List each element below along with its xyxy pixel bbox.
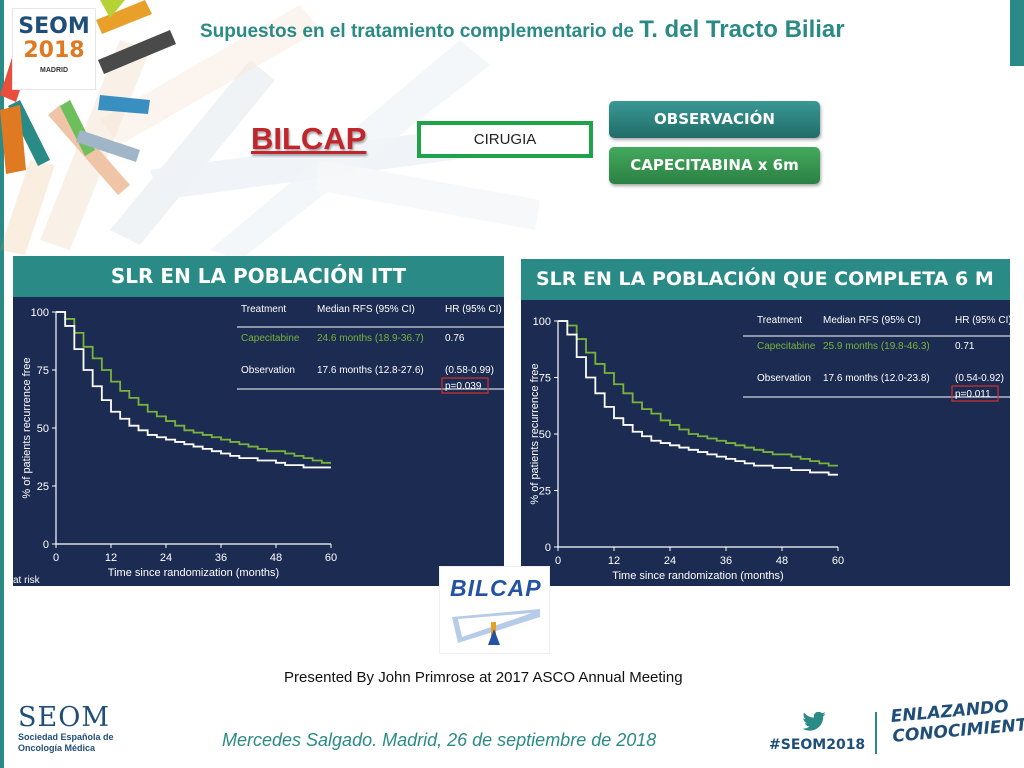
x-tick-label: 24	[664, 555, 676, 567]
km-chart-completed-svg: 0 25 50 75 100 0 12 24 36 48 60 Time since randomiz…	[529, 315, 1010, 582]
table-cell: (0.54-0.92)	[955, 373, 1004, 384]
bilcap-logo-text: BILCAP	[450, 575, 542, 601]
table-header: HR (95% CI)	[955, 315, 1010, 326]
footer-author-date: Mercedes Salgado. Madrid, 26 de septiemb…	[222, 730, 657, 750]
y-tick-label: 100	[31, 307, 49, 319]
seom-footer-name: SEOM	[18, 702, 110, 733]
panel-header-itt: SLR EN LA POBLACIÓN ITT	[13, 256, 504, 297]
x-tick-label: 12	[105, 552, 117, 564]
seom-2018-logo: SEOM 2018 MADRID	[12, 8, 96, 90]
y-tick-label: 25	[539, 486, 551, 498]
footer-divider	[875, 712, 877, 754]
logo-city-text: MADRID	[40, 67, 68, 74]
km-curve-capecitabine	[558, 320, 838, 467]
pvalue-text: p=0.011	[955, 389, 991, 400]
pvalue-highlight-box	[441, 377, 489, 394]
km-chart-itt: 0 25 50 75 100 0 12 24 36 48 60 Time since randomiz…	[13, 297, 504, 586]
table-header: Treatment	[241, 304, 286, 315]
slide-title-emphasis: T. del Tracto Biliar	[639, 16, 845, 43]
table-cell: Capecitabine	[241, 333, 300, 344]
at-risk-label: at risk	[13, 575, 41, 586]
slide-title-main: Supuestos en el tratamiento complementar…	[200, 21, 640, 42]
slogan-text: ENLAZANDO CONOCIMIENTO	[890, 694, 1024, 747]
y-tick-label: 75	[37, 365, 49, 377]
presented-by-note: Presented By John Primrose at 2017 ASCO …	[284, 669, 683, 686]
y-tick-label: 25	[37, 481, 49, 493]
x-tick-label: 48	[776, 555, 788, 567]
table-cell: 17.6 months (12.0-23.8)	[823, 373, 930, 384]
table-header: Median RFS (95% CI)	[823, 315, 921, 326]
km-curve-observation	[56, 311, 331, 469]
table-header: HR (95% CI)	[445, 304, 502, 315]
km-curve-observation	[558, 320, 838, 476]
km-chart-completed: 0 25 50 75 100 0 12 24 36 48 60 Time since randomiz…	[521, 300, 1010, 586]
table-cell: 0.71	[955, 341, 975, 352]
x-tick-label: 36	[215, 552, 227, 564]
pvalue-highlight-box	[951, 385, 999, 402]
table-cell: Observation	[241, 365, 295, 376]
y-axis-label: % of patients recurrence free	[529, 363, 541, 504]
km-chart-itt-svg: 0 25 50 75 100 0 12 24 36 48 60 Time since randomiz…	[13, 304, 504, 586]
pvalue-text: p=0.039	[445, 381, 482, 392]
x-tick-label: 60	[832, 555, 844, 567]
twitter-icon	[803, 712, 826, 731]
hashtag-text: #SEOM2018	[769, 737, 866, 753]
x-axis-label: Time since randomization (months)	[108, 567, 279, 579]
y-axis-label: % of patients recurrence free	[21, 357, 33, 498]
right-accent-tab	[1010, 0, 1024, 66]
x-tick-label: 24	[160, 552, 172, 564]
logo-seom-text: SEOM	[18, 14, 90, 39]
y-tick-label: 50	[539, 429, 551, 441]
bilcap-logo-graphic	[452, 609, 540, 645]
x-tick-label: 48	[270, 552, 282, 564]
arm-capecitabine: CAPECITABINA x 6m	[609, 147, 820, 184]
y-tick-label: 75	[539, 373, 551, 385]
table-cell: Observation	[757, 373, 811, 384]
table-cell: 25.9 months (19.8-46.3)	[823, 341, 930, 352]
y-tick-label: 0	[43, 539, 49, 551]
table-cell: Capecitabine	[757, 341, 816, 352]
arm-observation: OBSERVACIÓN	[609, 101, 820, 138]
table-cell: 17.6 months (12.8-27.6)	[317, 365, 424, 376]
table-cell: 24.6 months (18.9-36.7)	[317, 333, 424, 344]
x-tick-label: 36	[720, 555, 732, 567]
x-tick-label: 12	[608, 555, 620, 567]
surgery-box: CIRUGIA	[417, 121, 593, 158]
y-tick-label: 100	[533, 316, 551, 328]
y-tick-label: 0	[545, 542, 551, 554]
panel-header-completed: SLR EN LA POBLACIÓN QUE COMPLETA 6 M	[521, 259, 1010, 300]
y-tick-label: 50	[37, 423, 49, 435]
x-tick-label: 60	[325, 552, 337, 564]
trial-name: BILCAP	[251, 121, 367, 156]
table-header: Median RFS (95% CI)	[317, 304, 415, 315]
table-cell: (0.58-0.99)	[445, 365, 494, 376]
decorative-background-strokes	[0, 0, 540, 260]
slide-title: Supuestos en el tratamiento complementar…	[200, 16, 845, 44]
km-curve-capecitabine	[56, 311, 331, 464]
left-accent-strip	[0, 0, 4, 768]
bilcap-logo: BILCAP	[439, 566, 550, 654]
x-tick-label: 0	[555, 555, 561, 567]
logo-year-text: 2018	[23, 38, 85, 63]
x-tick-label: 0	[53, 552, 59, 564]
table-cell: 0.76	[445, 333, 465, 344]
table-header: Treatment	[757, 315, 802, 326]
seom-footer-subtitle: Sociedad Española de Oncología Médica	[18, 732, 114, 753]
x-axis-label: Time since randomization (months)	[612, 570, 783, 582]
